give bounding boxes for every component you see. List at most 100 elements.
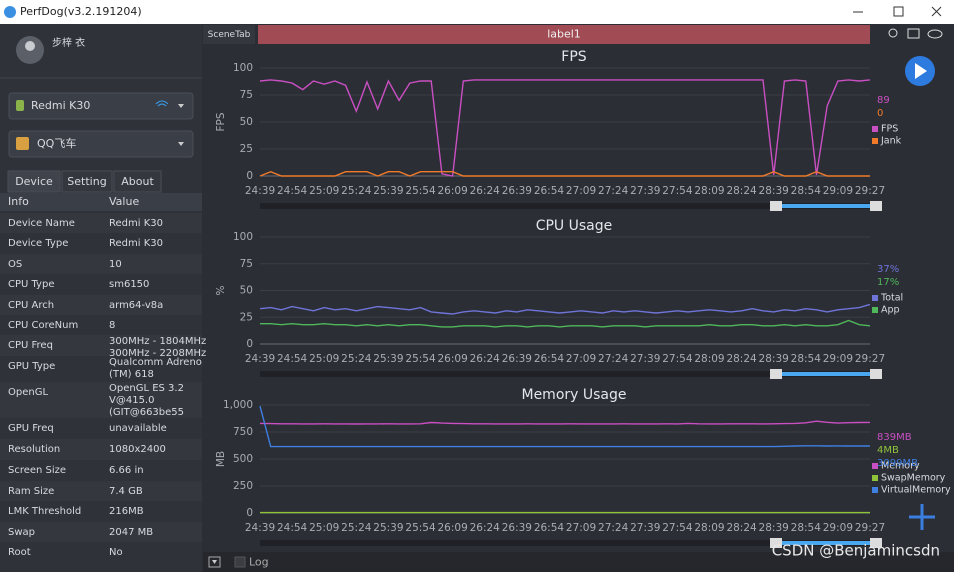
x-tick-label: 25:54 — [405, 185, 436, 197]
x-tick-label: 27:54 — [662, 185, 693, 197]
tab-label: Setting — [67, 175, 106, 188]
x-tick-label: 28:09 — [694, 185, 724, 197]
table-cell-label: CPU Type — [8, 279, 54, 290]
folder-icon[interactable] — [907, 28, 920, 39]
x-tick-label: 24:54 — [277, 185, 308, 197]
app-select[interactable] — [8, 130, 194, 158]
range-handle[interactable] — [770, 369, 782, 379]
table-row — [0, 356, 202, 382]
x-tick-label: 28:39 — [759, 185, 789, 197]
table-row — [0, 274, 202, 295]
table-cell-value: 300MHz - 1804MHz — [109, 336, 206, 347]
range-track — [260, 540, 882, 546]
x-tick-label: 28:24 — [726, 353, 757, 365]
table-cell-label: GPU Type — [8, 361, 55, 372]
table-row — [0, 335, 202, 356]
legend-swatch — [872, 126, 878, 132]
x-tick-label: 27:54 — [662, 353, 693, 365]
table-cell-value: Redmi K30 — [109, 238, 163, 249]
maximize[interactable] — [893, 6, 904, 17]
x-tick-label: 25:09 — [309, 353, 339, 365]
x-tick-label: 29:09 — [823, 185, 853, 197]
range-handle[interactable] — [870, 538, 882, 548]
table-row — [0, 501, 202, 522]
x-tick-label: 26:09 — [437, 185, 467, 197]
android-icon — [16, 100, 24, 111]
legend-label: App — [881, 305, 900, 316]
table-cell-label: OpenGL — [8, 387, 48, 398]
tab[interactable] — [7, 170, 61, 193]
x-tick-label: 25:09 — [309, 185, 339, 197]
y-axis-label: % — [215, 285, 227, 295]
table-cell-value: 8 — [109, 320, 115, 331]
x-tick-label: 26:54 — [534, 353, 565, 365]
legend-label: Jank — [880, 136, 902, 147]
table-cell-label: Screen Size — [8, 465, 66, 476]
legend-swatch — [872, 475, 878, 481]
x-tick-label: 28:54 — [791, 522, 822, 534]
close[interactable] — [931, 6, 942, 17]
wifi-icon — [155, 100, 169, 107]
tab[interactable] — [113, 170, 162, 193]
y-tick-label: 75 — [240, 258, 253, 270]
x-tick-label: 26:24 — [470, 522, 501, 534]
range-handle[interactable] — [870, 369, 882, 379]
series-line — [259, 405, 870, 448]
table-row — [0, 315, 202, 335]
legend-label: FPS — [881, 124, 898, 135]
tab[interactable] — [61, 170, 113, 193]
y-tick-label: 250 — [233, 480, 253, 492]
series-line — [259, 420, 871, 425]
x-tick-label: 24:54 — [277, 353, 308, 365]
current-value: 4MB — [877, 445, 899, 456]
table-cell-label: Root — [8, 547, 31, 558]
range-handle[interactable] — [770, 201, 782, 211]
scene-tab[interactable] — [203, 25, 255, 44]
log-checkbox[interactable] — [234, 556, 246, 568]
x-tick-label: 29:27 — [855, 522, 885, 534]
y-tick-label: 0 — [246, 170, 253, 182]
x-tick-label: 27:09 — [566, 353, 596, 365]
x-tick-label: 28:24 — [726, 522, 757, 534]
table-cell-value: arm64-v8a — [109, 300, 163, 311]
table-cell-value: sm6150 — [109, 279, 149, 290]
x-tick-label: 26:39 — [502, 185, 532, 197]
table-cell-label: CPU Arch — [8, 300, 54, 311]
add-button[interactable] — [909, 504, 935, 530]
location-icon[interactable] — [888, 28, 898, 38]
collapse-button[interactable] — [208, 556, 221, 568]
legend-label: Total — [880, 293, 903, 304]
x-tick-label: 26:39 — [502, 522, 532, 534]
log-label: Log — [249, 556, 269, 569]
x-tick-label: 25:39 — [373, 353, 403, 365]
range-handle[interactable] — [770, 538, 782, 548]
legend-swatch — [872, 295, 878, 301]
table-cell-label: CPU Freq — [8, 340, 53, 351]
table-cell-value: 10 — [109, 259, 122, 270]
table-cell-value: OpenGL ES 3.2 — [109, 383, 184, 394]
x-tick-label: 29:27 — [855, 353, 885, 365]
table-row — [0, 382, 202, 418]
chart-title: Memory Usage — [521, 387, 626, 403]
series-line — [259, 170, 870, 177]
cloud-icon[interactable] — [927, 29, 943, 39]
range-handle[interactable] — [870, 201, 882, 211]
range-selection — [776, 541, 876, 545]
device-select[interactable] — [8, 92, 194, 120]
y-axis-label: FPS — [215, 112, 227, 131]
table-cell-label: LMK Threshold — [8, 506, 81, 517]
watermark: CSDN @Benjamincsdn — [772, 542, 940, 560]
game-icon — [16, 137, 29, 150]
y-tick-label: 0 — [246, 507, 253, 519]
current-value: 37% — [877, 264, 899, 275]
x-tick-label: 28:24 — [726, 185, 757, 197]
user-name: 步梓 衣 — [52, 36, 85, 49]
legend-label: Memory — [881, 461, 920, 472]
table-header — [0, 193, 202, 211]
table-cell-value: Redmi K30 — [109, 218, 163, 229]
x-tick-label: 27:39 — [630, 353, 660, 365]
table-cell-value: (GIT@663be55 — [109, 407, 184, 418]
main-panel — [203, 24, 954, 572]
x-tick-label: 25:24 — [341, 522, 372, 534]
table-cell-value: 300MHz - 2208MHz — [109, 348, 206, 359]
